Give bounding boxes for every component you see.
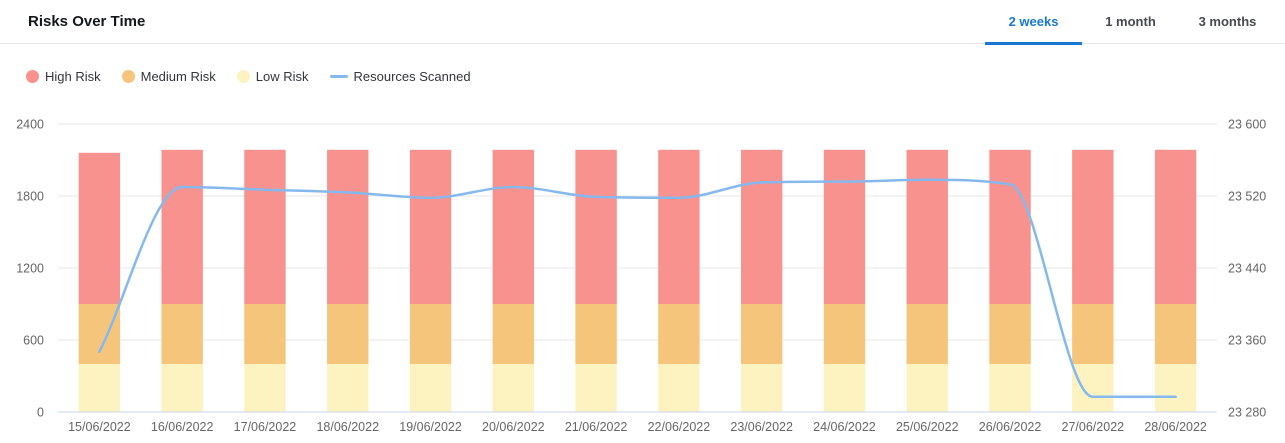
bar-segment-medium-risk[interactable] — [658, 304, 700, 364]
legend-item-resources-scanned[interactable]: Resources Scanned — [329, 69, 471, 84]
bar-segment-medium-risk[interactable] — [244, 304, 286, 364]
legend-label: Low Risk — [255, 69, 309, 84]
x-axis-label: 18/06/2022 — [316, 420, 379, 434]
bar-segment-high-risk[interactable] — [989, 149, 1031, 304]
bar-segment-low-risk[interactable] — [409, 364, 452, 412]
bar-segment-high-risk[interactable] — [244, 149, 286, 304]
bar-segment-high-risk[interactable] — [161, 149, 203, 304]
bar-segment-low-risk[interactable] — [740, 364, 783, 412]
bar-segment-low-risk[interactable] — [244, 364, 286, 412]
tab-1-month[interactable]: 1 month — [1082, 0, 1179, 44]
bar-segment-high-risk[interactable] — [1154, 149, 1197, 304]
x-axis-label: 20/06/2022 — [482, 420, 545, 434]
legend-item-high-risk[interactable]: High Risk — [26, 69, 101, 84]
bar-segment-high-risk[interactable] — [658, 149, 700, 304]
bar-segment-low-risk[interactable] — [161, 364, 203, 412]
bar-segment-medium-risk[interactable] — [740, 304, 783, 364]
x-axis-label: 26/06/2022 — [979, 420, 1042, 434]
high-risk-dot-icon — [26, 70, 39, 83]
bar-segment-medium-risk[interactable] — [161, 304, 203, 364]
bar-segment-low-risk[interactable] — [1072, 364, 1114, 412]
x-axis-label: 23/06/2022 — [730, 420, 793, 434]
right-axis-tick-label: 23 280 — [1228, 406, 1266, 420]
x-axis-label: 25/06/2022 — [896, 420, 959, 434]
left-axis-tick-label: 0 — [37, 406, 44, 420]
bar-segment-medium-risk[interactable] — [1154, 304, 1197, 364]
bar-segment-high-risk[interactable] — [409, 149, 452, 304]
bar-segment-medium-risk[interactable] — [823, 304, 866, 364]
legend-label: Resources Scanned — [353, 69, 471, 84]
bar-segment-high-risk[interactable] — [492, 149, 535, 304]
x-axis-label: 16/06/2022 — [151, 420, 214, 434]
bar-segment-high-risk[interactable] — [575, 149, 617, 304]
bar-segment-high-risk[interactable] — [327, 149, 369, 304]
left-axis-tick-label: 1800 — [16, 190, 44, 204]
bar-segment-low-risk[interactable] — [658, 364, 700, 412]
bar-segment-medium-risk[interactable] — [906, 304, 948, 364]
bar-segment-low-risk[interactable] — [906, 364, 948, 412]
chart-legend: High Risk Medium Risk Low Risk Resources… — [26, 69, 471, 84]
bar-segment-medium-risk[interactable] — [989, 304, 1031, 364]
bar-segment-medium-risk[interactable] — [492, 304, 535, 364]
bar-segment-medium-risk[interactable] — [1072, 304, 1114, 364]
legend-item-medium-risk[interactable]: Medium Risk — [121, 69, 216, 84]
right-axis-tick-label: 23 440 — [1228, 262, 1266, 276]
bar-segment-low-risk[interactable] — [575, 364, 617, 412]
left-axis-tick-label: 600 — [23, 334, 44, 348]
bar-segment-medium-risk[interactable] — [409, 304, 452, 364]
bar-segment-high-risk[interactable] — [78, 152, 121, 304]
resources-scanned-line[interactable] — [98, 178, 1177, 398]
x-axis-label: 27/06/2022 — [1062, 420, 1125, 434]
tab-1-month-label: 1 month — [1105, 14, 1156, 29]
tab-2-weeks-label: 2 weeks — [1008, 14, 1059, 29]
bar-segment-low-risk[interactable] — [989, 364, 1031, 412]
x-axis-label: 24/06/2022 — [813, 420, 876, 434]
bar-segment-low-risk[interactable] — [1154, 364, 1197, 412]
resources-scanned-line-icon — [329, 75, 348, 78]
bar-segment-medium-risk[interactable] — [78, 304, 121, 364]
time-range-tabs: 2 weeks 1 month 3 months — [985, 0, 1276, 45]
right-axis-tick-label: 23 520 — [1228, 190, 1266, 204]
bar-segment-low-risk[interactable] — [78, 364, 121, 412]
bar-segment-high-risk[interactable] — [740, 149, 783, 304]
x-axis-label: 22/06/2022 — [648, 420, 711, 434]
bar-segment-high-risk[interactable] — [823, 149, 866, 304]
tab-3-months-label: 3 months — [1198, 14, 1257, 29]
page-title: Risks Over Time — [28, 13, 146, 30]
bar-segment-high-risk[interactable] — [906, 149, 948, 304]
x-axis-label: 28/06/2022 — [1144, 420, 1207, 434]
bar-segment-low-risk[interactable] — [823, 364, 866, 412]
left-axis-tick-label: 1200 — [16, 262, 44, 276]
x-axis-label: 15/06/2022 — [68, 420, 131, 434]
active-tab-underline — [985, 42, 1082, 45]
x-axis-label: 17/06/2022 — [234, 420, 297, 434]
right-axis-tick-label: 23 600 — [1228, 118, 1266, 132]
low-risk-dot-icon — [236, 70, 250, 83]
legend-label: High Risk — [45, 69, 101, 84]
tab-2-weeks[interactable]: 2 weeks — [985, 0, 1082, 45]
left-axis-tick-label: 2400 — [16, 118, 44, 132]
panel-header: Risks Over Time 2 weeks 1 month 3 months — [0, 0, 1285, 45]
bar-segment-high-risk[interactable] — [1072, 149, 1114, 304]
medium-risk-dot-icon — [121, 70, 135, 83]
bar-segment-medium-risk[interactable] — [327, 304, 369, 364]
tab-3-months[interactable]: 3 months — [1179, 0, 1276, 44]
bar-segment-medium-risk[interactable] — [575, 304, 617, 364]
legend-item-low-risk[interactable]: Low Risk — [236, 69, 309, 84]
bar-segment-low-risk[interactable] — [492, 364, 535, 412]
legend-label: Medium Risk — [140, 69, 216, 84]
x-axis-label: 21/06/2022 — [565, 420, 628, 434]
bar-segment-low-risk[interactable] — [327, 364, 369, 412]
right-axis-tick-label: 23 360 — [1228, 334, 1266, 348]
x-axis-label: 19/06/2022 — [399, 420, 462, 434]
